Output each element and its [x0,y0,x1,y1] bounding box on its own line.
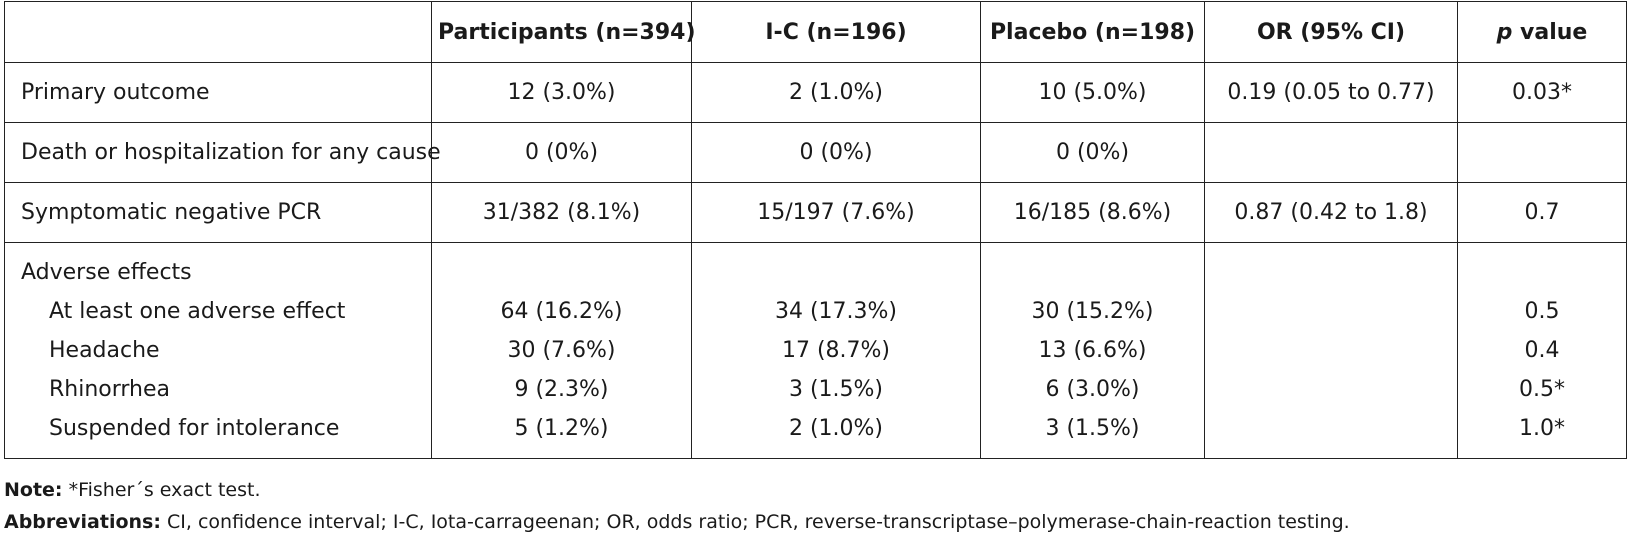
adverse-heading: Adverse effects [21,260,192,285]
adverse-item-label: Headache [49,338,160,363]
adverse-item-label: Suspended for intolerance [49,416,340,441]
cell-ic: 2 (1.0%) [691,62,981,123]
cell-or: 0.19 (0.05 to 0.77) [1204,62,1458,123]
cell-ic: 17 (8.7%) [781,338,891,363]
table-row: Primary outcome 12 (3.0%) 2 (1.0%) 10 (5… [4,62,1627,123]
cell-p [1457,122,1627,183]
cell-placebo: 3 (1.5%) [1045,416,1140,441]
header-p-value: p value [1457,1,1627,63]
note-text: *Fisher´s exact test. [62,479,261,501]
header-p-symbol: p [1496,19,1513,45]
adverse-or [1204,242,1458,459]
header-p-suffix: value [1512,19,1588,45]
cell-participants: 5 (1.2%) [514,416,609,441]
adverse-placebo: 30 (15.2%) 13 (6.6%) 6 (3.0%) 3 (1.5%) [980,242,1205,459]
abbreviations-line: Abbreviations: CI, confidence interval; … [4,506,1350,538]
header-participants: Participants (n=394) [431,1,696,63]
note-line: Note: *Fisher´s exact test. [4,474,1350,506]
abbreviations-text: CI, confidence interval; I-C, Iota-carra… [160,511,1350,533]
row-label: Death or hospitalization for any cause [4,122,441,183]
abbreviations-label: Abbreviations: [4,511,161,533]
cell-ic: 2 (1.0%) [788,416,884,441]
cell-ic: 34 (17.3%) [774,299,898,324]
cell-or [1211,370,1451,409]
header-label [4,1,432,63]
cell-participants: 0 (0%) [431,122,692,183]
adverse-item-label: At least one adverse effect [49,299,346,324]
row-label: Symptomatic negative PCR [4,182,432,243]
cell-placebo: 16/185 (8.6%) [980,182,1205,243]
cell-placebo: 30 (15.2%) [1031,299,1154,324]
cell-placebo: 13 (6.6%) [1038,338,1147,363]
adverse-participants: 64 (16.2%) 30 (7.6%) 9 (2.3%) 5 (1.2%) [431,242,692,459]
table-header-row: Participants (n=394) I-C (n=196) Placebo… [4,1,1627,63]
cell-p: 0.03* [1457,62,1627,123]
cell-p: 0.7 [1457,182,1627,243]
header-or: OR (95% CI) [1204,1,1458,63]
cell-ic: 15/197 (7.6%) [691,182,981,243]
cell-placebo: 0 (0%) [980,122,1205,183]
cell-or [1211,292,1451,331]
adverse-labels: Adverse effects At least one adverse eff… [4,242,432,459]
cell-participants: 64 (16.2%) [500,299,623,324]
cell-or [1211,331,1451,370]
cell-placebo: 10 (5.0%) [980,62,1205,123]
table-notes: Note: *Fisher´s exact test. Abbreviation… [4,474,1350,538]
adverse-item-label: Rhinorrhea [49,377,171,402]
cell-placebo: 6 (3.0%) [1045,377,1140,402]
table-row: Death or hospitalization for any cause 0… [4,122,1627,183]
cell-ic: 3 (1.5%) [788,377,884,402]
cell-participants: 12 (3.0%) [431,62,692,123]
table-row: Symptomatic negative PCR 31/382 (8.1%) 1… [4,182,1627,243]
adverse-ic: 34 (17.3%) 17 (8.7%) 3 (1.5%) 2 (1.0%) [691,242,981,459]
cell-or [1211,409,1451,448]
cell-p: 1.0* [1519,416,1565,441]
cell-p: 0.5 [1524,299,1560,324]
cell-participants: 31/382 (8.1%) [431,182,692,243]
adverse-effects-row: Adverse effects At least one adverse eff… [4,242,1627,459]
adverse-p: 0.5 0.4 0.5* 1.0* [1457,242,1627,459]
header-ic: I-C (n=196) [691,1,981,63]
header-placebo: Placebo (n=198) [980,1,1205,63]
cell-p: 0.5* [1519,377,1565,402]
row-label: Primary outcome [4,62,432,123]
results-table: Participants (n=394) I-C (n=196) Placebo… [4,1,1627,459]
cell-ic: 0 (0%) [691,122,981,183]
cell-participants: 9 (2.3%) [514,377,609,402]
cell-or [1204,122,1458,183]
cell-p: 0.4 [1524,338,1560,363]
cell-or: 0.87 (0.42 to 1.8) [1204,182,1458,243]
note-label: Note: [4,479,63,501]
cell-participants: 30 (7.6%) [507,338,616,363]
